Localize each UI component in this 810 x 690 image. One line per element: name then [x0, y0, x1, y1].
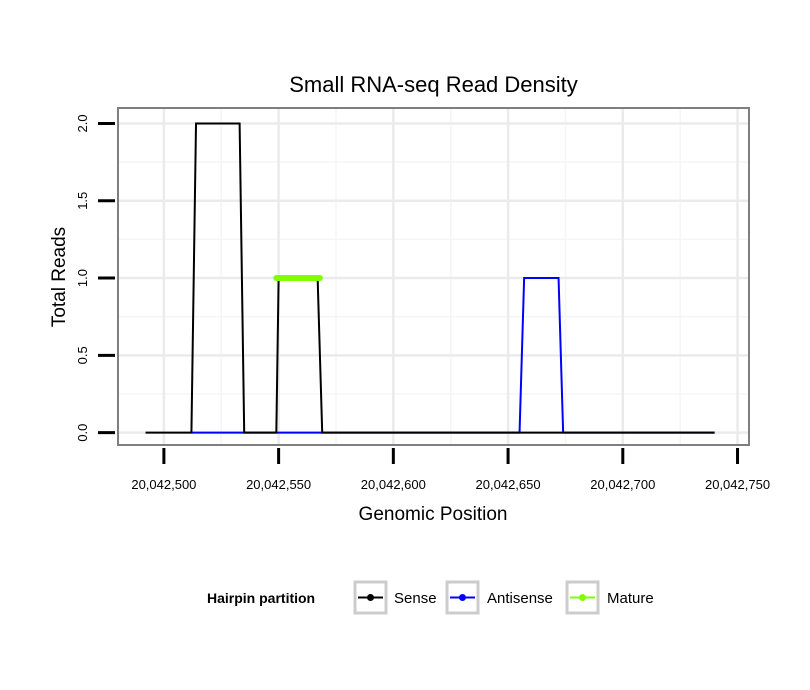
x-tick-label: 20,042,600: [361, 477, 426, 492]
legend-label-antisense: Antisense: [487, 590, 553, 607]
x-tick-label: 20,042,550: [246, 477, 311, 492]
y-tick-label: 0.0: [75, 424, 90, 442]
x-axis-title: Genomic Position: [359, 504, 508, 525]
legend-key-point: [459, 594, 466, 601]
legend-label-mature: Mature: [607, 590, 654, 607]
y-tick-label: 1.5: [75, 192, 90, 210]
x-tick-label: 20,042,750: [705, 477, 770, 492]
axes: 20,042,500 20,042,550 20,042,600 20,042,650…: [75, 114, 770, 492]
x-tick-label: 20,042,500: [131, 477, 196, 492]
legend: Hairpin partition Sense Antisense Mature: [207, 580, 654, 615]
series-line-sense: [145, 122, 715, 434]
legend-key-point: [367, 594, 374, 601]
series-group: [145, 122, 715, 434]
grid: [118, 108, 749, 445]
legend-key-point: [579, 594, 586, 601]
y-tick-label: 2.0: [75, 114, 90, 132]
x-tick-label: 20,042,700: [590, 477, 655, 492]
chart-title: Small RNA-seq Read Density: [289, 72, 578, 97]
y-tick-label: 0.5: [75, 346, 90, 364]
y-tick-label: 1.0: [75, 269, 90, 287]
legend-label-sense: Sense: [394, 590, 437, 607]
x-tick-label: 20,042,650: [476, 477, 541, 492]
y-axis-title: Total Reads: [49, 227, 70, 327]
plot-border: [117, 107, 750, 446]
legend-title: Hairpin partition: [207, 590, 315, 606]
